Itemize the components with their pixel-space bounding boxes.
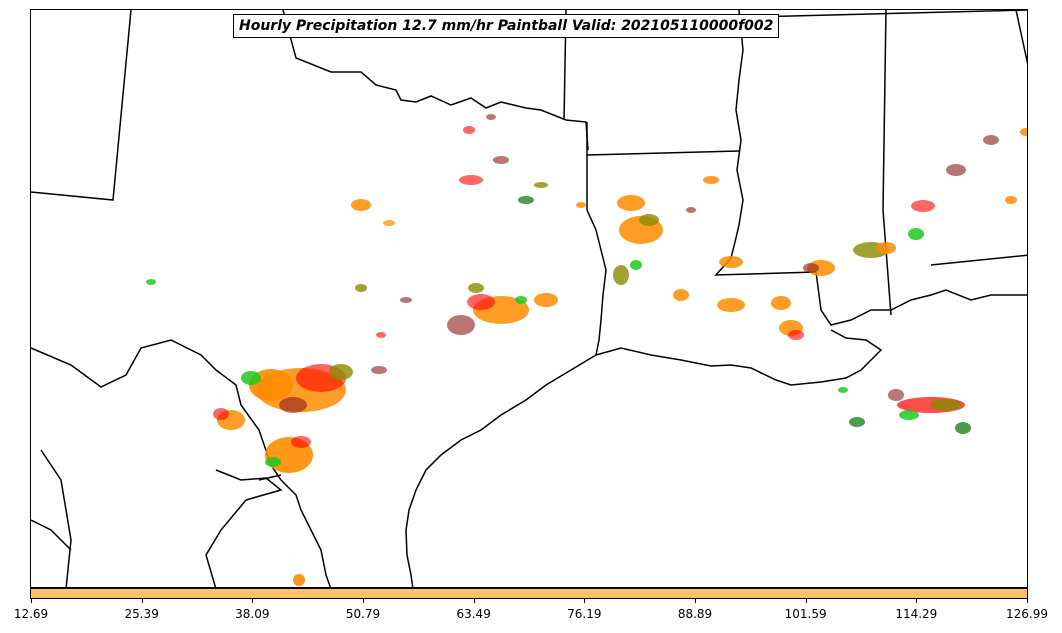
colorbar-tick-label: 101.59 (784, 607, 827, 621)
precip-cluster-louisiana (613, 195, 896, 340)
louisiana-mississippi-line (815, 271, 1027, 326)
colorbar-tick (1027, 599, 1028, 603)
mexico-state-lines (205, 469, 283, 587)
map-title: Hourly Precipitation 12.7 mm/hr Paintbal… (233, 14, 780, 38)
colorbar-tick-label: 88.89 (677, 607, 713, 621)
mississippi-river (714, 10, 817, 276)
colorbar-tick (252, 599, 254, 603)
colorbar-tick-label: 25.39 (124, 607, 159, 621)
colorbar-tick (584, 599, 586, 603)
alabama-georgia-border (930, 10, 1027, 266)
colorbar-tick (473, 599, 475, 603)
colorbar-tick (31, 599, 32, 603)
texas-louisiana-sabine (586, 122, 607, 356)
paintball-precip (146, 114, 1027, 586)
precip-cluster-central-texas (447, 283, 558, 335)
precip-cluster-southwest-texas (213, 364, 353, 586)
oklahoma-texas-red-river (282, 10, 589, 151)
gulf-coastline (405, 329, 883, 587)
texas-border (31, 10, 332, 587)
colorbar-tick (805, 599, 807, 603)
map-panel (30, 9, 1028, 588)
precip-cluster-southeast (888, 128, 1027, 434)
mississippi-alabama-border (882, 10, 892, 316)
map-canvas (31, 10, 1027, 587)
colorbar-tick-label: 63.49 (456, 607, 491, 621)
colorbar-tick (916, 599, 918, 603)
colorbar-tick-label: 12.69 (13, 607, 49, 621)
arkansas-louisiana-border (586, 150, 740, 156)
colorbar-tick-label: 50.79 (345, 607, 381, 621)
colorbar-tick-label: 38.09 (235, 607, 270, 621)
colorbar-tick (695, 599, 696, 603)
colorbar-tick-label: 126.99 (1006, 607, 1048, 621)
precip-scatter (146, 114, 865, 427)
colorbar-tick (141, 599, 143, 603)
colorbar-tick-label: 76.19 (567, 607, 602, 621)
colorbar-tick-label: 114.29 (895, 607, 938, 621)
state-boundaries (31, 10, 1027, 587)
mexico-border-west (31, 449, 72, 587)
colorbar (30, 588, 1028, 599)
colorbar-tick (363, 599, 364, 603)
